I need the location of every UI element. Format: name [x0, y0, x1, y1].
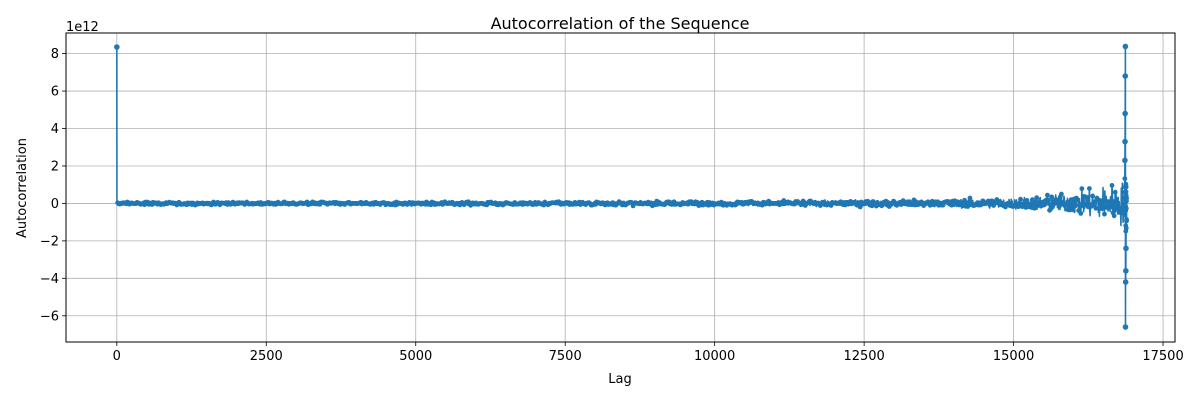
data-point: [1123, 184, 1129, 190]
y-tick-label: 2: [51, 159, 59, 174]
data-point: [1122, 176, 1128, 182]
data-point-notable: [1122, 324, 1129, 330]
series-group: [114, 43, 1129, 330]
y-tick-label: 8: [51, 47, 59, 62]
plot-frame: [65, 32, 1176, 343]
data-series: [114, 43, 1129, 330]
axis-ticks: 0 2500 5000 7500 10000 12500 15000 17500 −6 −4 −2 0…: [40, 47, 1184, 364]
data-point-notable: [1123, 268, 1129, 274]
data-point: [1083, 194, 1089, 200]
data-point: [1111, 213, 1117, 219]
data-point: [1034, 195, 1040, 201]
data-point: [1048, 206, 1054, 212]
data-point: [1093, 205, 1099, 211]
x-tick-label: 5000: [399, 349, 432, 364]
x-tick-label: 15000: [993, 349, 1034, 364]
y-tick-label: −2: [40, 234, 59, 249]
data-point: [1042, 201, 1048, 207]
data-point: [1112, 189, 1118, 195]
data-point: [1123, 225, 1129, 231]
data-point: [1124, 198, 1129, 204]
data-point: [967, 195, 973, 201]
data-point-notable: [1122, 110, 1128, 117]
x-tick-label: 17500: [1142, 349, 1183, 364]
data-point: [1059, 191, 1064, 197]
data-point-notable: [1122, 157, 1128, 164]
data-point: [1109, 183, 1115, 188]
grid: [66, 33, 1175, 342]
data-point: [1124, 218, 1129, 224]
data-point: [962, 197, 967, 203]
x-axis-label: Lag: [608, 372, 631, 387]
data-point: [1116, 204, 1121, 210]
data-point: [1073, 203, 1078, 209]
data-point: [1122, 212, 1128, 218]
data-point-notable: [1122, 43, 1129, 50]
data-point: [1078, 210, 1084, 216]
data-point: [1108, 204, 1114, 210]
data-point: [1046, 197, 1051, 203]
data-point: [1092, 200, 1098, 206]
data-point: [1123, 206, 1129, 211]
data-point-notable: [1123, 245, 1129, 252]
y-tick-label: 4: [51, 122, 59, 137]
y-tick-label: 6: [51, 85, 59, 100]
data-point: [1045, 192, 1050, 198]
x-tick-label: 12500: [843, 349, 884, 364]
data-point: [1070, 207, 1076, 213]
y-tick-label: −4: [40, 272, 59, 287]
x-tick-label: 10000: [694, 349, 735, 364]
data-point: [1123, 189, 1129, 195]
data-point: [1090, 193, 1096, 199]
data-point: [1079, 186, 1085, 192]
x-tick-label: 0: [113, 349, 121, 364]
data-point: [1086, 186, 1092, 191]
y-scale-offset-label: 1e12: [66, 20, 99, 35]
y-tick-label: 0: [51, 197, 59, 212]
data-point: [1113, 199, 1119, 205]
data-point-notable: [114, 44, 120, 50]
x-tick-label: 2500: [250, 349, 283, 364]
data-point: [1089, 203, 1094, 209]
data-point: [1018, 196, 1023, 202]
data-point: [1124, 195, 1129, 201]
data-point: [1102, 211, 1107, 217]
data-point-notable: [1122, 279, 1129, 285]
data-point: [1032, 205, 1037, 211]
chart-title: Autocorrelation of the Sequence: [491, 14, 750, 33]
data-point: [1075, 197, 1080, 203]
data-point-notable: [1122, 73, 1129, 79]
data-point: [1049, 194, 1055, 200]
data-point-notable: [1122, 138, 1128, 145]
x-tick-label: 7500: [549, 349, 582, 364]
data-point: [1098, 198, 1104, 204]
y-axis-label: Autocorrelation: [15, 138, 30, 238]
y-tick-label: −6: [40, 309, 59, 324]
